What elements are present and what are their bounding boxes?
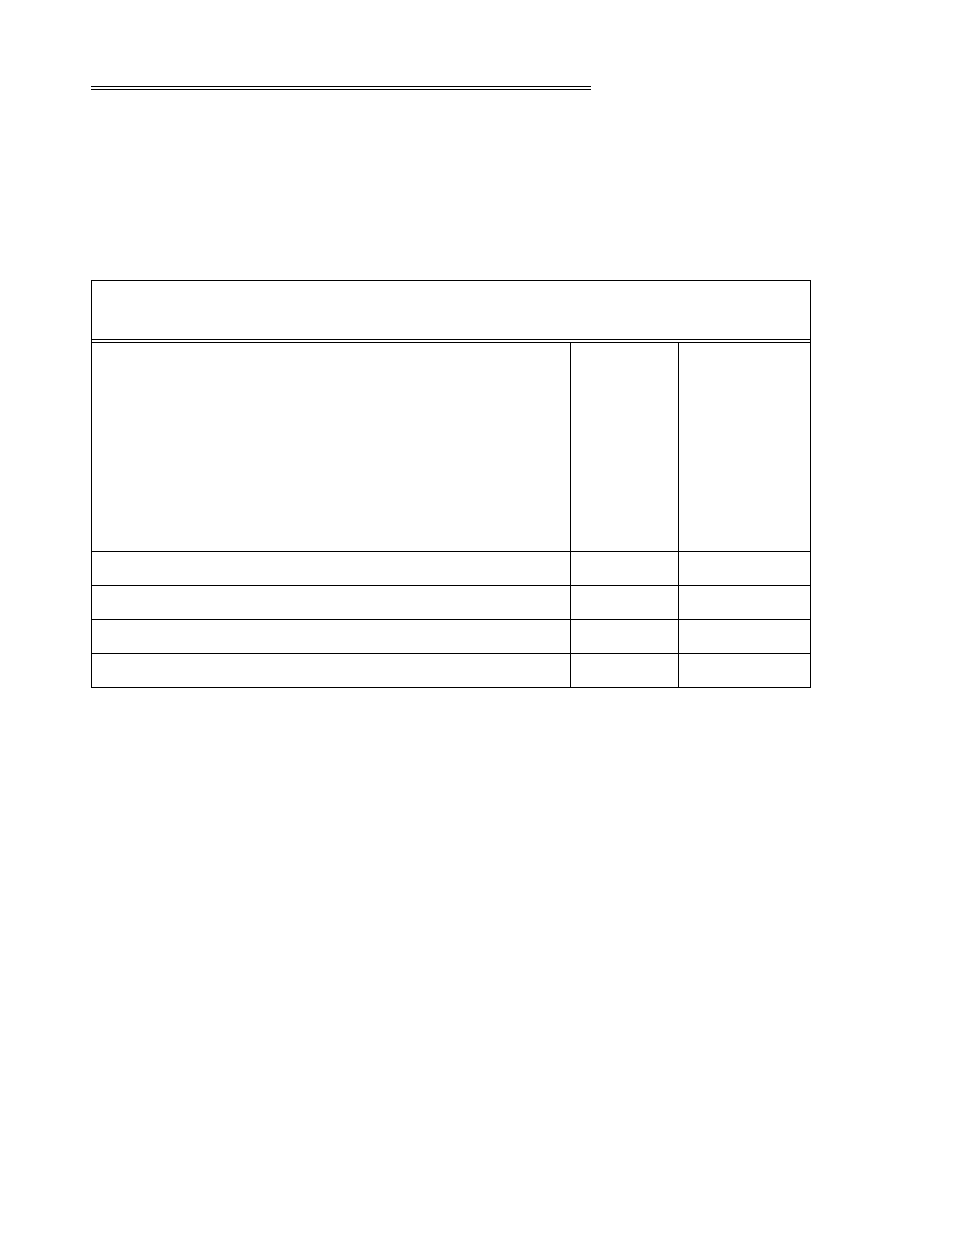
table-cell	[678, 343, 810, 551]
table-header-band	[92, 281, 810, 343]
table-cell	[570, 343, 678, 551]
table-row	[92, 343, 810, 551]
table-cell	[92, 620, 570, 653]
table-cell	[92, 654, 570, 687]
table-cell	[570, 586, 678, 619]
table-cell	[570, 620, 678, 653]
table-cell	[92, 552, 570, 585]
table-cell	[92, 343, 570, 551]
table-row	[92, 585, 810, 619]
table-cell	[570, 552, 678, 585]
page	[0, 0, 954, 1235]
table-cell	[678, 552, 810, 585]
table-cell	[678, 586, 810, 619]
table-cell	[678, 620, 810, 653]
header-double-rule	[91, 86, 591, 90]
table-row	[92, 551, 810, 585]
table-cell	[570, 654, 678, 687]
table-row	[92, 653, 810, 687]
table-row	[92, 619, 810, 653]
table-cell	[678, 654, 810, 687]
table-frame	[91, 280, 811, 688]
table-cell	[92, 586, 570, 619]
